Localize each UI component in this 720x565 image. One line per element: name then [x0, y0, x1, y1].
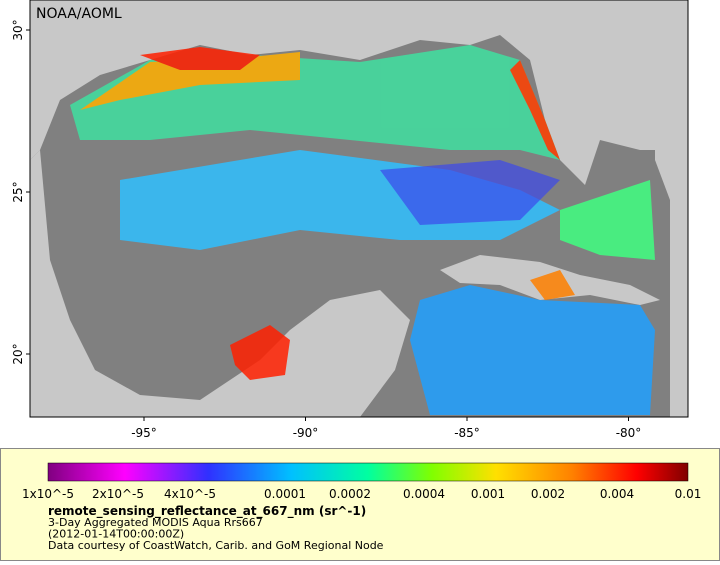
- lat-tick-label: 20°: [11, 343, 25, 364]
- legend-line: 3-Day Aggregated MODIS Aqua Rrs667: [48, 516, 263, 529]
- colorbar-label: 0.01: [675, 487, 702, 501]
- legend-lines: 3-Day Aggregated MODIS Aqua Rrs667(2012-…: [48, 516, 384, 552]
- land-mexico: [30, 150, 410, 417]
- attribution: NOAA/AOML: [36, 6, 122, 22]
- colorbar: [47, 462, 689, 482]
- legend-line: (2012-01-14T00:00:00Z): [48, 528, 184, 541]
- lat-tick-label: 25°: [11, 181, 25, 202]
- colorbar-label: 0.004: [600, 487, 634, 501]
- colorbar-label: 0.002: [531, 487, 565, 501]
- colorbar-labels: 1x10^-5 2x10^-5 4x10^-5 0.0001 0.0002 0.0004 0…: [22, 487, 701, 501]
- axes: -95° -90° -85° -80° 30° 25° 20°: [11, 19, 641, 440]
- colorbar-label: 4x10^-5: [164, 487, 216, 501]
- colorbar-label: 0.0002: [329, 487, 371, 501]
- map-area: [30, 0, 688, 417]
- land-east: [655, 0, 688, 417]
- colorbar-label: 0.001: [471, 487, 505, 501]
- lon-tick-label: -85°: [454, 426, 480, 440]
- colorbar-label: 2x10^-5: [92, 487, 144, 501]
- variable-name: remote_sensing_reflectance_at_667_nm (sr…: [48, 504, 366, 519]
- lon-tick-label: -80°: [616, 426, 642, 440]
- colorbar-label: 0.0001: [264, 487, 306, 501]
- colorbar-label: 1x10^-5: [22, 487, 74, 501]
- lon-tick-label: -95°: [131, 426, 157, 440]
- lon-tick-label: -90°: [293, 426, 319, 440]
- lat-tick-label: 30°: [11, 19, 25, 40]
- colorbar-label: 0.0004: [403, 487, 445, 501]
- map-frame: [29, 0, 689, 418]
- land-north: [30, 0, 688, 185]
- reflectance-field: [70, 45, 655, 415]
- legend-line: Data courtesy of CoastWatch, Carib. and …: [48, 539, 384, 552]
